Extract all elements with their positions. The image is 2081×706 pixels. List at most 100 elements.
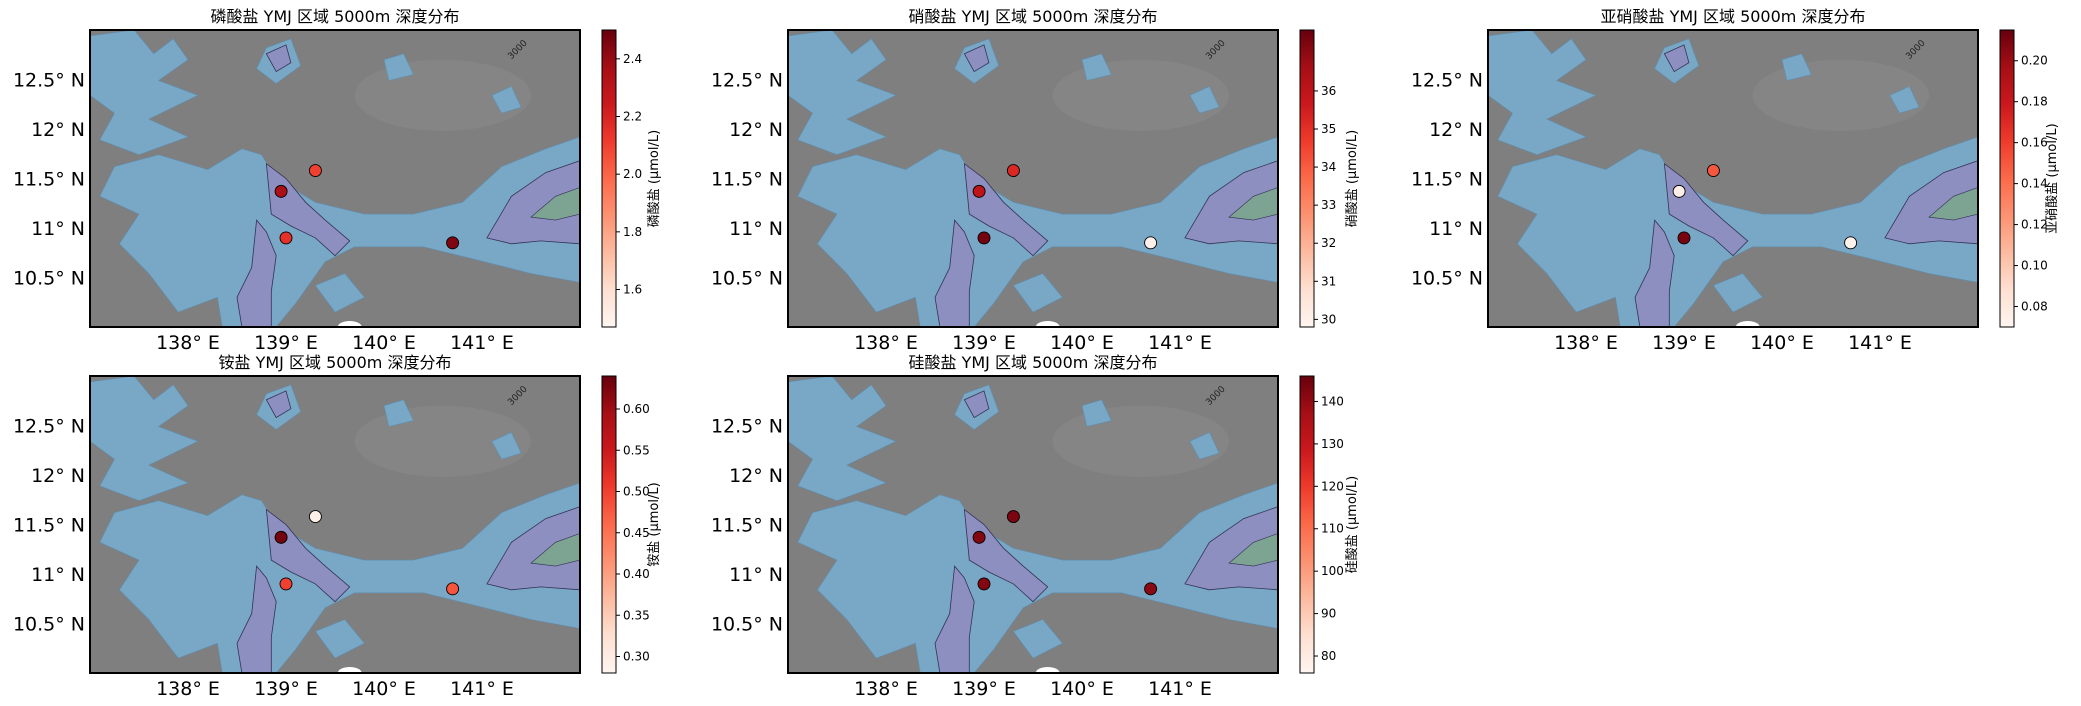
bathymetry-shallow	[788, 376, 897, 502]
colorbar-tick-label: 0.30	[623, 650, 650, 664]
bathymetry-deep	[963, 390, 990, 419]
map-area: 3000	[788, 376, 1278, 673]
bathymetry-shallow	[491, 432, 522, 460]
colorbar-tick-label: 100	[1321, 564, 1344, 578]
y-tick-label: 12.5° N	[13, 416, 85, 438]
bathymetry-deep	[265, 390, 292, 419]
bathymetry-shallow	[1189, 86, 1220, 114]
y-tick-label: 11° N	[31, 564, 85, 586]
colorbar-tick-label: 1.6	[623, 283, 642, 297]
y-tick-label: 11.5° N	[711, 515, 783, 537]
map-panel-3: 3000 亚硝酸盐 YMJ 区域 5000m 深度分布 138° E 139° E 14…	[1411, 7, 2060, 354]
map-gap	[337, 321, 362, 327]
bathymetry-deep	[934, 565, 975, 673]
x-tick-label: 140° E	[1750, 332, 1814, 354]
map-gap	[1035, 667, 1060, 673]
y-tick-label: 12° N	[729, 465, 783, 487]
colorbar-label: 硅酸盐 (μmol/L)	[1345, 476, 1360, 573]
colorbar-tick-label: 110	[1321, 522, 1344, 536]
y-tick-label: 10.5° N	[13, 268, 85, 290]
colorbar-tick-label: 0.60	[623, 402, 650, 416]
colorbar-tick-label: 0.55	[623, 443, 650, 457]
bathymetry-deep	[486, 160, 580, 245]
colorbar	[1299, 375, 1315, 674]
bathymetry-trench	[1928, 187, 1978, 221]
colorbar-tick-label: 120	[1321, 479, 1344, 493]
y-tick-label: 11° N	[1429, 218, 1483, 240]
y-tick-label: 12° N	[31, 465, 85, 487]
colorbar-tick-label: 2.0	[623, 167, 642, 181]
bathymetry-trench	[1228, 187, 1278, 221]
y-tick-label: 11.5° N	[13, 169, 85, 191]
x-tick-label: 141° E	[1848, 332, 1912, 354]
colorbar	[1999, 29, 2015, 328]
bathymetry-deep	[236, 219, 277, 327]
colorbar-tick-label: 0.50	[623, 485, 650, 499]
bathymetry-deep	[265, 44, 292, 73]
x-tick-label: 139° E	[952, 678, 1016, 700]
x-tick-label: 138° E	[854, 678, 918, 700]
data-point-4	[1844, 236, 1858, 250]
bathymetry-shallow	[1889, 86, 1920, 114]
data-point-2	[972, 530, 986, 544]
colorbar-tick-label: 130	[1321, 437, 1344, 451]
y-tick-label: 11° N	[729, 218, 783, 240]
y-tick-label: 12° N	[31, 119, 85, 141]
bathymetry-trench	[530, 533, 580, 567]
map-frame	[1487, 29, 1979, 328]
colorbar-tick-label: 31	[1321, 274, 1336, 288]
y-tick-label: 10.5° N	[1411, 268, 1483, 290]
x-tick-label: 141° E	[1148, 332, 1212, 354]
map-frame	[787, 29, 1279, 328]
bathymetry-deep	[486, 506, 580, 591]
bathymetry-shallow	[1081, 53, 1112, 81]
colorbar-label: 亚硝酸盐 (μmol/L)	[2045, 123, 2060, 233]
colorbar-tick-label: 35	[1321, 122, 1336, 136]
bathymetry-shallow	[383, 53, 414, 81]
data-point-4	[446, 582, 460, 596]
colorbar-tick-label: 0.40	[623, 567, 650, 581]
bathymetry-deep	[934, 219, 975, 327]
map-gap	[1035, 321, 1060, 327]
colorbar-label: 硝酸盐 (μmol/L)	[1345, 130, 1360, 227]
x-tick-label: 138° E	[156, 332, 220, 354]
x-tick-label: 140° E	[352, 332, 416, 354]
bathymetry-deep	[963, 508, 1049, 603]
data-point-4	[1144, 236, 1158, 250]
bathymetry-trench	[530, 187, 580, 221]
bathymetry-deep	[1634, 219, 1675, 327]
map-area: 3000	[90, 376, 580, 673]
data-point-2	[274, 530, 288, 544]
colorbar-tick-label: 0.16	[2021, 136, 2048, 150]
bathymetry-shallow	[1012, 619, 1063, 659]
data-point-3	[279, 231, 293, 245]
colorbar-tick-label: 2.2	[623, 110, 642, 124]
x-tick-label: 139° E	[1652, 332, 1716, 354]
y-tick-label: 11° N	[31, 218, 85, 240]
x-tick-label: 138° E	[156, 678, 220, 700]
colorbar-tick-label: 1.8	[623, 225, 642, 239]
data-point-3	[977, 231, 991, 245]
x-tick-label: 140° E	[1050, 678, 1114, 700]
colorbar-tick-label: 30	[1321, 312, 1336, 326]
colorbar-tick-label: 36	[1321, 84, 1336, 98]
x-tick-label: 139° E	[254, 332, 318, 354]
map-panel-1: 3000 磷酸盐 YMJ 区域 5000m 深度分布 138° E 139° E 140…	[13, 7, 662, 354]
x-tick-label: 141° E	[450, 332, 514, 354]
y-tick-label: 11.5° N	[1411, 169, 1483, 191]
map-area: 3000	[788, 30, 1278, 327]
y-tick-label: 12° N	[1429, 119, 1483, 141]
colorbar-tick-label: 0.18	[2021, 95, 2048, 109]
chart-title: 硝酸盐 YMJ 区域 5000m 深度分布	[909, 7, 1158, 26]
y-tick-label: 11.5° N	[711, 169, 783, 191]
bathymetry-shallow	[90, 376, 199, 502]
y-tick-label: 10.5° N	[711, 614, 783, 636]
bathymetry-shallow	[1712, 273, 1763, 313]
data-point-1	[308, 164, 322, 178]
x-tick-label: 140° E	[352, 678, 416, 700]
bathymetry-deep	[1663, 44, 1690, 73]
colorbar-tick-label: 0.10	[2021, 259, 2048, 273]
x-tick-label: 141° E	[1148, 678, 1212, 700]
bathymetry-shallow	[383, 399, 414, 427]
